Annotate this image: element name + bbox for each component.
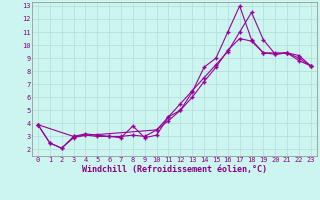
X-axis label: Windchill (Refroidissement éolien,°C): Windchill (Refroidissement éolien,°C) [82, 165, 267, 174]
